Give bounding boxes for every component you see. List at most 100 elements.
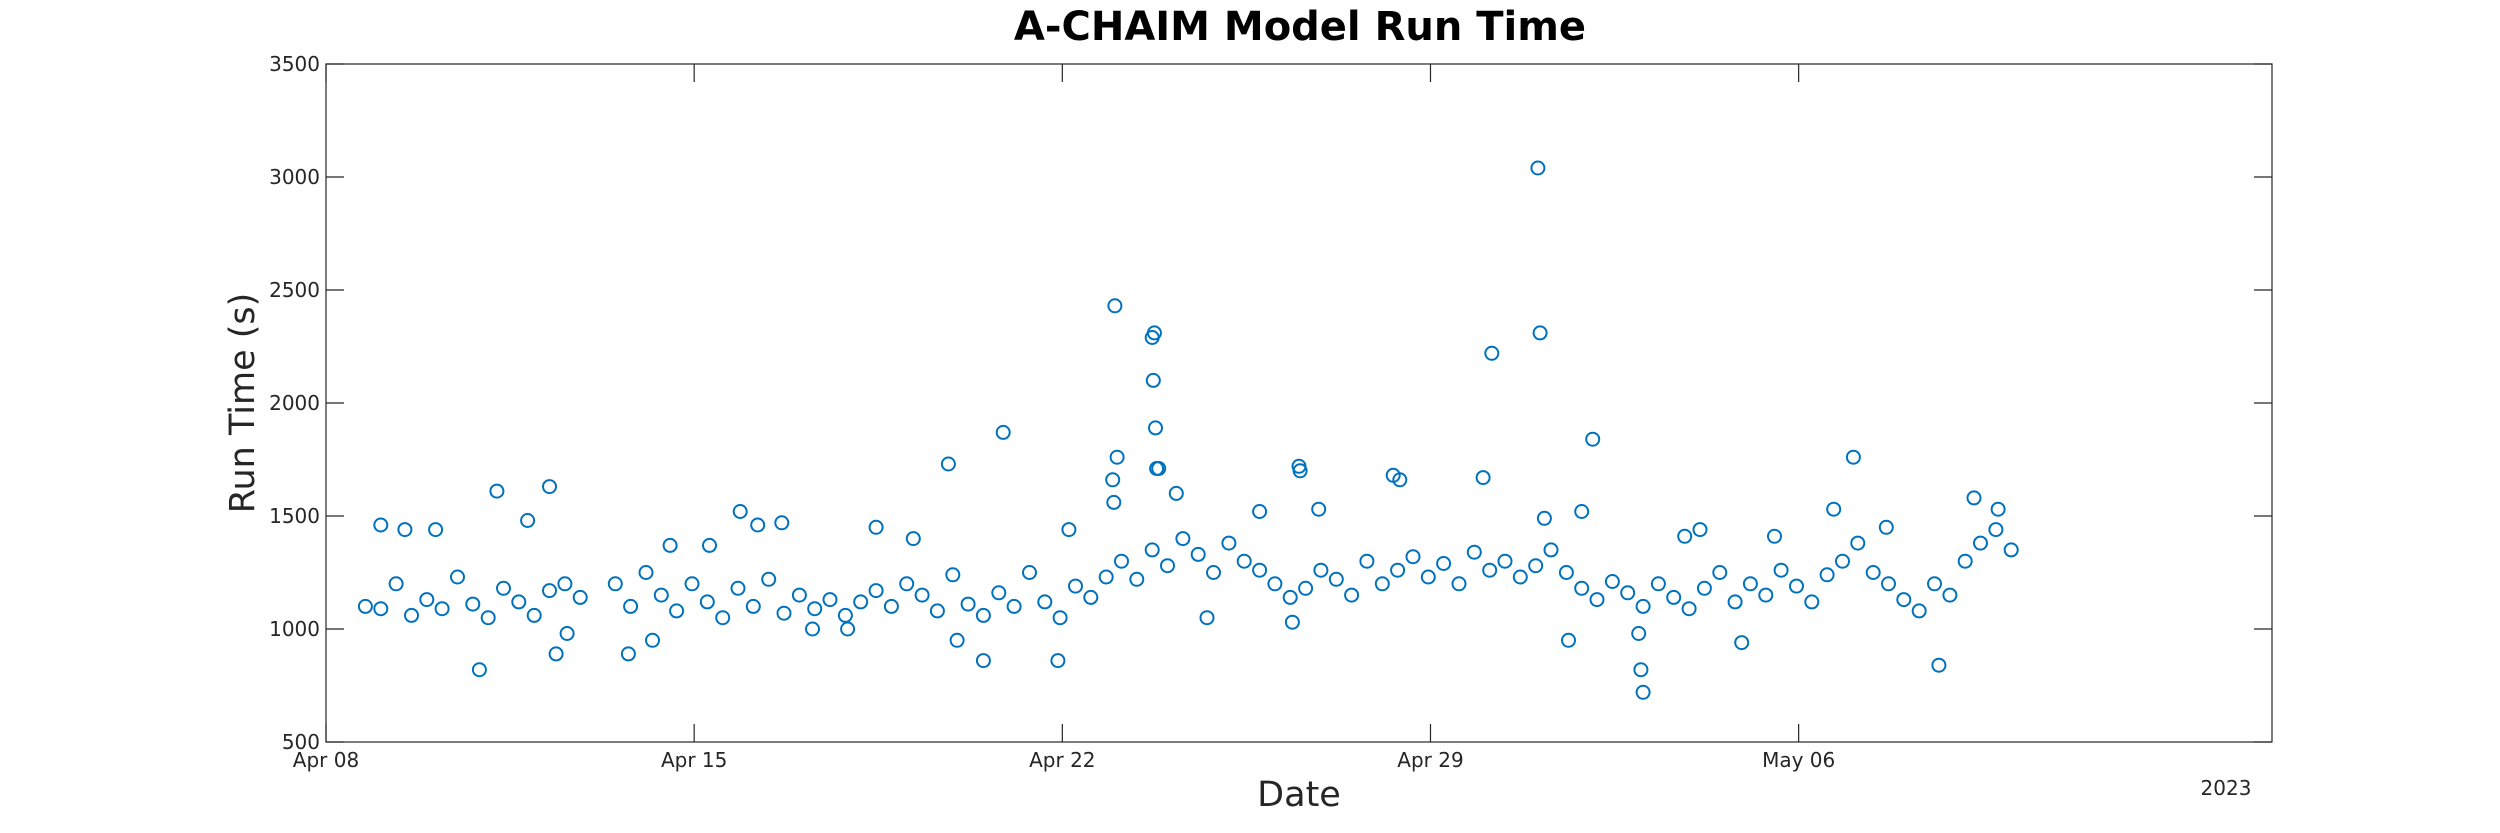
data-point [2003,542,2019,558]
data-point [899,576,915,592]
data-point [776,605,792,621]
data-point [1392,472,1408,488]
data-point [929,603,945,619]
data-point [1850,535,1866,551]
chart-title: A-CHAIM Model Run Time [1014,4,1586,50]
data-point [905,531,921,547]
data-point [1957,553,1973,569]
data-point [480,610,496,626]
data-point [1896,592,1912,608]
data-point [1532,325,1548,341]
data-point [542,583,557,599]
data-point [1451,576,1467,592]
data-point [1105,472,1121,488]
data-point [1696,580,1712,596]
data-point [750,517,766,533]
data-point [1022,565,1037,580]
data-point [1037,594,1053,610]
data-point [542,479,557,495]
y-tick-labels: 500 1000 1500 2000 2500 3000 3500 [269,52,320,754]
data-point [732,504,748,519]
data-point [1789,578,1804,594]
data-point [1151,461,1167,476]
data-point [745,598,761,614]
data-point [357,598,373,614]
data-point [1804,594,1820,610]
data-point [1475,470,1491,486]
data-point [975,607,991,623]
data-point [1988,522,2004,538]
data-point [949,632,965,648]
data-point [1359,553,1375,569]
x-tick-label: Apr 15 [661,748,727,772]
data-point [1068,578,1083,594]
y-tick-label: 3500 [269,52,320,76]
data-point [1561,632,1576,648]
data-point [868,519,884,535]
data-point [388,576,404,592]
data-point [1767,528,1782,544]
data-point [1666,589,1682,605]
x-tick-label: May 06 [1762,748,1835,772]
data-point [1558,565,1574,580]
x-tick-label: Apr 08 [293,748,359,772]
data-point [1252,562,1268,578]
data-point [520,513,536,528]
data-point [1927,576,1942,592]
data-point [761,571,777,587]
data-point [559,626,575,641]
data-point [1692,522,1708,538]
data-point [1589,592,1605,608]
data-point [914,587,930,603]
y-tick-label: 500 [282,730,320,754]
data-point [1620,585,1636,601]
data-point [960,596,976,612]
data-point [1942,587,1958,603]
data-point [1845,449,1861,465]
data-point [1344,587,1360,603]
data-point [1865,565,1881,580]
data-point [837,607,853,623]
data-point [1405,549,1421,565]
data-point [940,456,956,472]
data-point [991,585,1007,601]
data-point [620,646,636,662]
data-point [945,567,961,583]
x-tick-label: Apr 22 [1029,748,1095,772]
data-point [1835,553,1850,569]
data-point [1585,431,1601,447]
data-point [1052,610,1068,626]
data-point [1129,571,1145,587]
data-point [1144,542,1160,558]
data-point [1221,535,1237,551]
data-point [1175,531,1191,547]
data-point [1061,522,1077,538]
data-point [1826,501,1842,517]
data-point [1328,571,1344,587]
y-tick-label: 1000 [269,617,320,641]
data-point [428,522,444,538]
data-point [975,653,991,669]
data-point [404,607,419,623]
data-point [774,515,790,531]
data-point [645,632,660,648]
data-point [1252,504,1268,519]
y-tick-label: 2500 [269,278,320,302]
data-point [1190,546,1206,562]
data-point [1436,556,1452,571]
data-point [465,596,481,612]
data-point [1236,553,1252,569]
data-point [419,592,435,608]
data-point [1528,558,1544,574]
data-point [373,517,389,533]
y-tick-label: 2000 [269,391,320,415]
data-point [1199,610,1215,626]
data-point [1298,580,1314,596]
data-point [1536,510,1552,526]
data-point [526,607,542,623]
data-point [1881,576,1896,592]
data-point [373,601,389,617]
data-point [1727,594,1743,610]
data-point [1931,657,1947,673]
data-points [357,160,2019,700]
